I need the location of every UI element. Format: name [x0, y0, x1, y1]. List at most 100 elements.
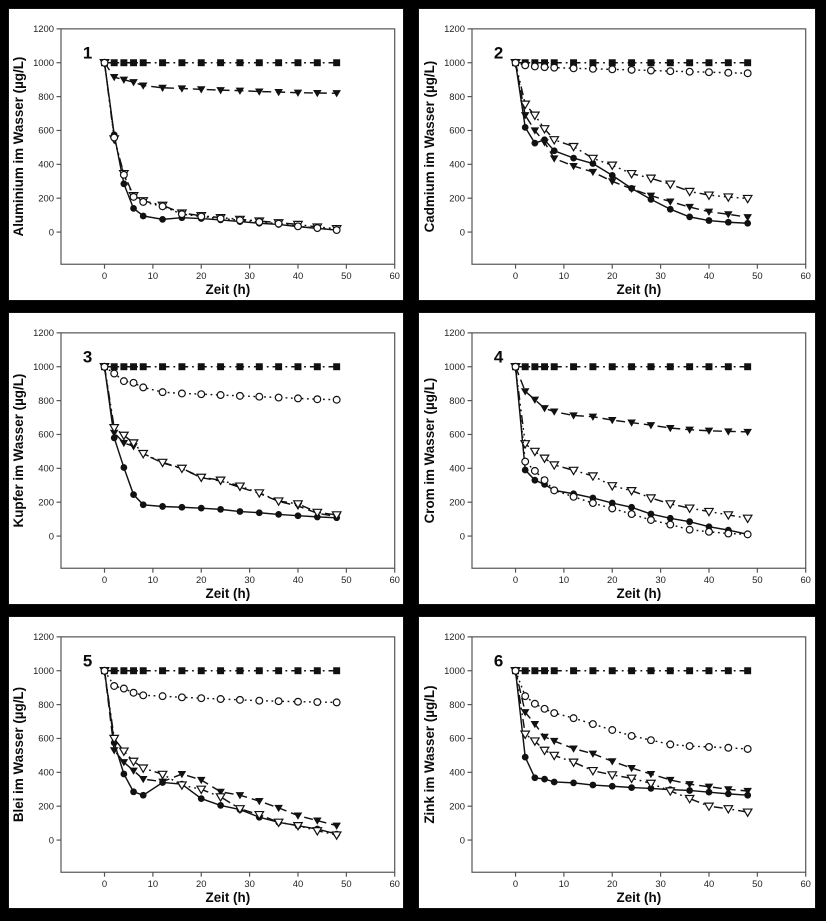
circle-filled-marker	[130, 204, 137, 212]
square-filled-marker	[589, 363, 597, 371]
square-filled-marker	[178, 363, 186, 371]
triangle-down-filled-marker	[129, 79, 138, 87]
panel-number: 1	[83, 44, 92, 63]
circle-filled-marker	[550, 778, 558, 786]
square-filled-marker	[333, 667, 341, 675]
triangle-down-filled-marker	[627, 419, 636, 427]
square-filled-marker	[744, 667, 752, 675]
square-filled-marker	[130, 363, 138, 371]
circle-open-marker	[540, 63, 549, 72]
circle-filled-marker	[570, 779, 577, 787]
circle-open-marker	[588, 64, 597, 73]
triangle-down-filled-marker	[520, 388, 530, 396]
square-filled-marker	[139, 363, 147, 371]
x-axis-title: Zeit (h)	[206, 586, 251, 601]
series-open-circle	[100, 58, 341, 235]
circle-open-marker	[129, 688, 138, 697]
circle-filled-marker	[705, 217, 713, 224]
triangle-down-filled-marker	[666, 776, 675, 785]
triangle-down-open-marker	[331, 831, 342, 841]
triangle-down-open-marker	[723, 193, 734, 203]
panel-number: 5	[83, 652, 92, 671]
triangle-down-filled-marker	[646, 770, 656, 779]
series-line	[103, 366, 337, 518]
y-tick-label: 600	[449, 125, 465, 136]
circle-open-marker	[540, 476, 549, 485]
x-tick-label: 30	[655, 878, 665, 889]
square-filled-marker	[130, 667, 138, 675]
square-filled-marker	[705, 363, 713, 371]
triangle-down-filled-marker	[177, 770, 187, 779]
circle-open-marker	[313, 224, 322, 232]
square-filled-marker	[541, 363, 549, 371]
chart-6-canvas: 0 10 20 30 40 50 600200400600800100012006Zeit …	[422, 631, 811, 905]
circle-open-marker	[100, 362, 109, 371]
triangle-down-filled-marker	[569, 412, 578, 420]
x-tick-label: 40	[293, 878, 303, 889]
y-axis-title: Cadmium im Wasser (µg/L)	[422, 61, 437, 233]
y-axis-title: Blei im Wasser (µg/L)	[11, 687, 26, 822]
triangle-down-open-marker	[137, 764, 149, 774]
chart-panel-3: 0 10 20 30 40 50 60 0 200 400 600 800 1000 1200 3 Zeit …	[8, 312, 404, 605]
series-line	[514, 366, 748, 433]
square-filled-marker	[608, 59, 616, 67]
circle-filled-marker	[550, 147, 558, 155]
triangle-down-filled-marker	[588, 750, 598, 758]
circle-open-marker	[511, 362, 520, 371]
circle-open-marker	[646, 516, 655, 524]
circle-filled-marker	[275, 511, 283, 518]
square-filled-marker	[666, 363, 674, 371]
y-tick-label: 800	[38, 699, 54, 710]
circle-open-marker	[158, 692, 167, 701]
triangle-down-open-marker	[519, 100, 531, 110]
triangle-down-filled-marker	[666, 424, 675, 433]
panel-number: 6	[494, 652, 503, 671]
y-tick-label: 1000	[444, 361, 465, 372]
square-filled-marker	[570, 667, 578, 675]
triangle-down-filled-marker	[216, 87, 225, 95]
triangle-down-open-marker	[626, 169, 637, 179]
circle-open-marker	[235, 695, 244, 704]
triangle-down-open-marker	[645, 174, 657, 184]
y-axis: 0 200 400 600 800 1000 1200	[444, 327, 472, 541]
circle-filled-marker	[628, 503, 635, 511]
circle-filled-marker	[217, 505, 224, 513]
y-axis: 0 200 400 600 800 1000 1200	[33, 23, 61, 237]
triangle-down-open-marker	[529, 737, 541, 747]
square-filled-marker	[120, 667, 128, 675]
x-axis-title: Zeit (h)	[617, 890, 662, 905]
triangle-down-open-marker	[568, 758, 579, 768]
x-axis: 0 10 20 30 40 50 60	[513, 872, 811, 889]
triangle-down-filled-marker	[119, 759, 129, 767]
square-filled-marker	[550, 667, 558, 675]
square-filled-marker	[531, 667, 539, 675]
circle-open-marker	[110, 369, 119, 378]
x-tick-label: 30	[655, 574, 665, 585]
circle-open-marker	[100, 666, 109, 675]
triangle-down-open-marker	[253, 810, 265, 821]
circle-open-marker	[530, 699, 539, 708]
square-filled-marker	[159, 667, 167, 675]
y-tick-label: 1200	[33, 327, 54, 338]
triangle-down-open-marker	[548, 136, 560, 146]
circle-open-marker	[119, 684, 128, 693]
circle-filled-marker	[255, 509, 263, 517]
circle-open-marker	[724, 68, 733, 77]
series-open-triangle-down	[99, 667, 342, 841]
x-tick-label: 40	[704, 574, 714, 585]
circle-filled-marker	[521, 753, 529, 761]
triangle-down-filled-marker	[743, 428, 752, 437]
circle-filled-marker	[589, 781, 597, 789]
circle-open-marker	[110, 133, 119, 142]
circle-filled-marker	[139, 212, 147, 220]
triangle-down-open-marker	[645, 494, 657, 504]
series-open-circle	[511, 58, 752, 78]
series-line	[103, 366, 337, 516]
triangle-down-open-marker	[664, 500, 676, 510]
circle-open-marker	[235, 391, 244, 400]
triangle-down-open-marker	[176, 781, 188, 791]
chart-1-canvas: 0 10 20 30 40 50 600200400600800100012001Zeit …	[11, 23, 400, 297]
circle-open-marker	[177, 389, 186, 398]
triangle-down-filled-marker	[530, 127, 540, 135]
triangle-down-filled-marker	[274, 804, 283, 813]
